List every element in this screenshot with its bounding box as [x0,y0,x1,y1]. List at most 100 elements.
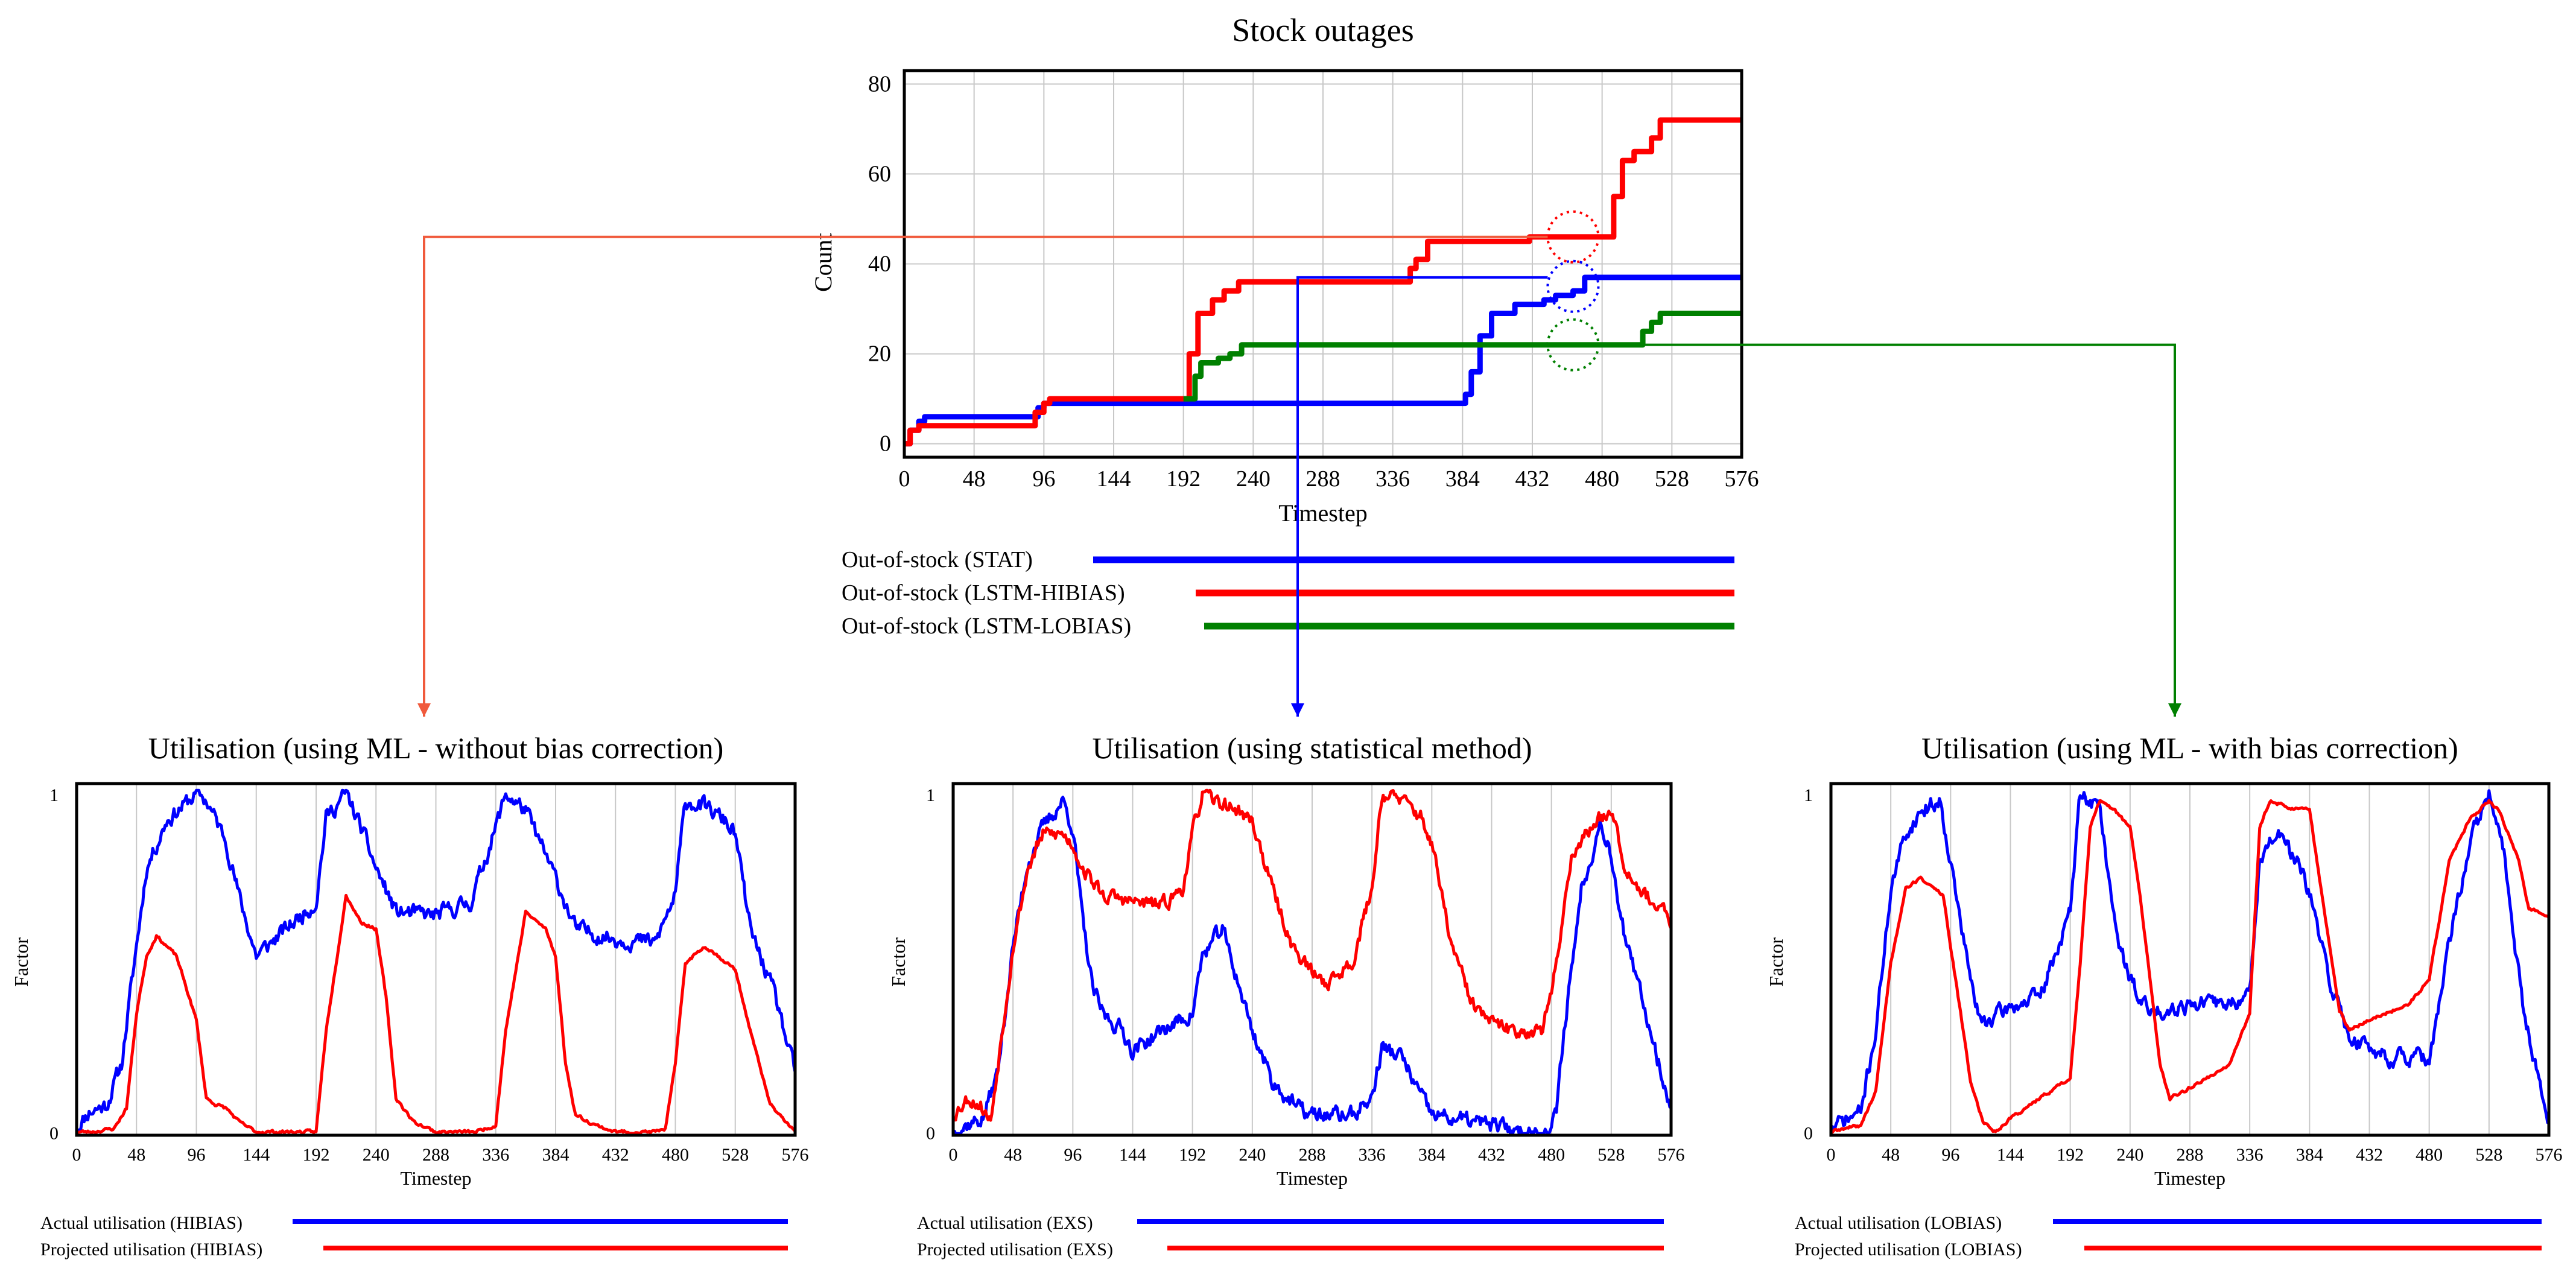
y-tick-label: 1 [926,785,935,805]
y-axis-label: Factor [10,937,32,987]
connector-stat-head [1291,703,1304,717]
legend-label: Actual utilisation (EXS) [917,1213,1093,1233]
chart-title: Utilisation (using statistical method) [1092,731,1532,765]
x-tick-label: 480 [2416,1145,2443,1165]
legend-label: Out-of-stock (LSTM-LOBIAS) [842,613,1131,639]
y-tick-label: 1 [49,785,59,805]
connector-hibias-head [417,703,431,717]
chart-title: Utilisation (using ML - with bias correc… [1921,731,2458,765]
x-tick-label: 0 [949,1145,958,1165]
y-tick-label: 0 [880,431,891,457]
y-axis-label: Factor [1765,937,1787,987]
connector-stat [1296,276,1548,717]
x-tick-label: 432 [1515,466,1550,492]
y-tick-label: 80 [868,71,891,97]
y-tick-label: 40 [868,252,891,277]
x-tick-label: 192 [303,1145,330,1165]
y-tick-label: 1 [1804,785,1813,805]
chart-stock-outages: Stock outages 0 48 96 144 192 240 288 336 384 432 4… [810,12,1759,639]
x-tick-label: 432 [2356,1145,2383,1165]
x-tick-label: 48 [963,466,986,492]
x-tick-label: 240 [363,1145,390,1165]
x-axis-label: Timestep [1278,499,1367,527]
x-tick-label: 0 [1827,1145,1836,1165]
series-line-1 [904,117,1742,447]
series-line-1 [1830,799,2549,1134]
connector-arrows [417,235,2181,717]
legend-label: Out-of-stock (LSTM-HIBIAS) [842,580,1125,606]
x-tick-label: 144 [243,1145,270,1165]
series-line-1 [951,788,1673,1122]
x-tick-label: 0 [72,1145,81,1165]
y-tick-label: 60 [868,161,891,186]
x-tick-label: 480 [662,1145,689,1165]
chart-title: Stock outages [1232,12,1413,48]
plot-frame [951,782,1673,1137]
x-tick-label: 96 [188,1145,206,1165]
x-tick-label: 288 [1306,466,1340,492]
x-tick-label: 48 [1882,1145,1900,1165]
chart-utilisation-ml-with-bias: Utilisation (using ML - with bias correc… [1765,731,2563,1260]
x-tick-label: 192 [1179,1145,1206,1165]
x-tick-label: 576 [782,1145,809,1165]
x-tick-label: 48 [127,1145,145,1165]
x-tick-label: 576 [1658,1145,1685,1165]
x-tick-label: 480 [1585,466,1619,492]
y-tick-label: 0 [926,1123,935,1143]
x-tick-label: 528 [1597,1145,1625,1165]
x-tick-label: 240 [2116,1145,2143,1165]
x-tick-label: 384 [2296,1145,2323,1165]
x-tick-label: 432 [1478,1145,1505,1165]
highlight-marker [1546,210,1600,264]
x-tick-label: 336 [1359,1145,1386,1165]
y-tick-label: 20 [868,341,891,367]
legend-label: Out-of-stock (STAT) [842,547,1033,572]
series-line-0 [1829,789,2550,1132]
x-tick-label: 528 [1655,466,1689,492]
series-line-0 [951,796,1672,1135]
legend-label: Projected utilisation (LOBIAS) [1795,1240,2022,1260]
x-tick-label: 288 [2177,1145,2204,1165]
series-line-1 [76,893,796,1135]
x-tick-label: 288 [1299,1145,1326,1165]
chart-title: Utilisation (using ML - without bias cor… [148,731,724,765]
legend-label: Actual utilisation (LOBIAS) [1795,1213,2002,1233]
x-tick-label: 528 [2475,1145,2502,1165]
chart-utilisation-statistical: Utilisation (using statistical method) 0 4… [887,731,1685,1260]
legend-label: Projected utilisation (HIBIAS) [40,1240,262,1260]
x-tick-label: 480 [1538,1145,1565,1165]
x-axis-label: Timestep [1277,1167,1348,1189]
plot-frame [1829,782,2551,1137]
series-line-0 [76,788,797,1134]
x-tick-label: 192 [2057,1145,2084,1165]
x-tick-label: 528 [722,1145,749,1165]
plot-frame [903,69,1743,459]
x-tick-label: 576 [2536,1145,2563,1165]
x-tick-label: 48 [1004,1145,1022,1165]
legend-label: Actual utilisation (HIBIAS) [40,1213,243,1233]
x-tick-label: 336 [1375,466,1410,492]
x-tick-label: 384 [1445,466,1480,492]
x-axis-label: Timestep [401,1167,472,1189]
series-line-2 [1183,311,1742,402]
x-tick-label: 432 [602,1145,629,1165]
y-axis-label: Factor [887,937,909,987]
x-tick-label: 240 [1236,466,1271,492]
x-tick-label: 384 [1418,1145,1445,1165]
y-tick-label: 0 [1804,1123,1813,1143]
highlight-marker [1546,259,1600,313]
chart-utilisation-ml-without-bias: Utilisation (using ML - without bias cor… [10,731,809,1260]
legend-label: Projected utilisation (EXS) [917,1240,1113,1260]
x-tick-label: 240 [1239,1145,1266,1165]
y-axis-label: Count [810,233,837,292]
x-tick-label: 576 [1725,466,1759,492]
x-tick-label: 144 [1097,466,1131,492]
x-tick-label: 96 [1032,466,1055,492]
x-tick-label: 0 [899,466,910,492]
y-tick-label: 0 [49,1123,59,1143]
x-tick-label: 144 [1997,1145,2024,1165]
connector-hibias [423,235,1548,717]
connector-lobias [1598,343,2176,717]
x-tick-label: 192 [1166,466,1201,492]
connector-lobias-head [2168,703,2181,717]
